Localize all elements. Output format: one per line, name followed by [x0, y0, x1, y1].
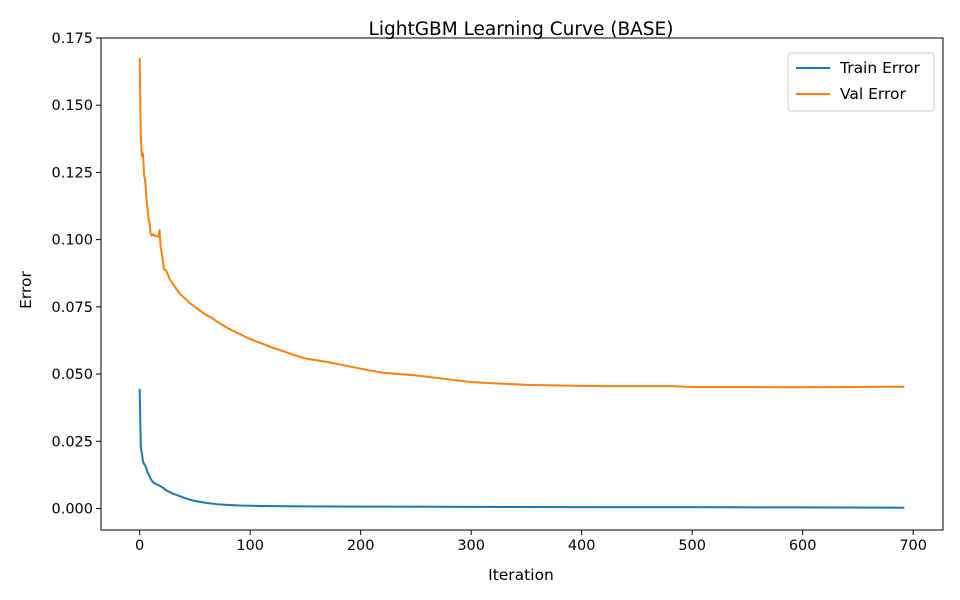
- x-tick-label: 400: [568, 538, 596, 554]
- x-tick-label: 500: [678, 538, 706, 554]
- legend-label-val-error: Val Error: [840, 85, 907, 103]
- x-tick-label: 0: [135, 538, 144, 554]
- y-tick-label: 0.075: [51, 300, 93, 316]
- y-tick-label: 0.000: [51, 501, 93, 517]
- plot-area-frame: [100, 37, 944, 531]
- legend: Train Error Val Error: [787, 52, 935, 112]
- x-tick-label: 300: [457, 538, 485, 554]
- x-tick-label: 700: [899, 538, 927, 554]
- y-axis: 0.000 0.025 0.050 0.075 0.100 0.125 0.150 0.175: [51, 31, 101, 517]
- y-tick-label: 0.050: [51, 367, 93, 383]
- chart-title: LightGBM Learning Curve (BASE): [369, 19, 674, 40]
- x-axis-label: Iteration: [488, 566, 554, 584]
- x-axis: 0 100 200 300 400 500 600 700: [135, 530, 927, 554]
- x-tick-label: 100: [236, 538, 264, 554]
- y-tick-label: 0.150: [51, 98, 93, 114]
- y-tick-label: 0.100: [51, 233, 93, 249]
- series-layer: [138, 58, 905, 509]
- y-axis-label: Error: [17, 270, 35, 308]
- y-tick-label: 0.025: [51, 434, 93, 450]
- x-tick-label: 200: [347, 538, 375, 554]
- legend-label-train-error: Train Error: [839, 59, 921, 77]
- y-tick-label: 0.125: [51, 165, 93, 181]
- series-line-train-error: [138, 388, 905, 509]
- series-line-val-error: [138, 58, 905, 389]
- y-tick-label: 0.175: [51, 31, 93, 47]
- x-tick-label: 600: [789, 538, 817, 554]
